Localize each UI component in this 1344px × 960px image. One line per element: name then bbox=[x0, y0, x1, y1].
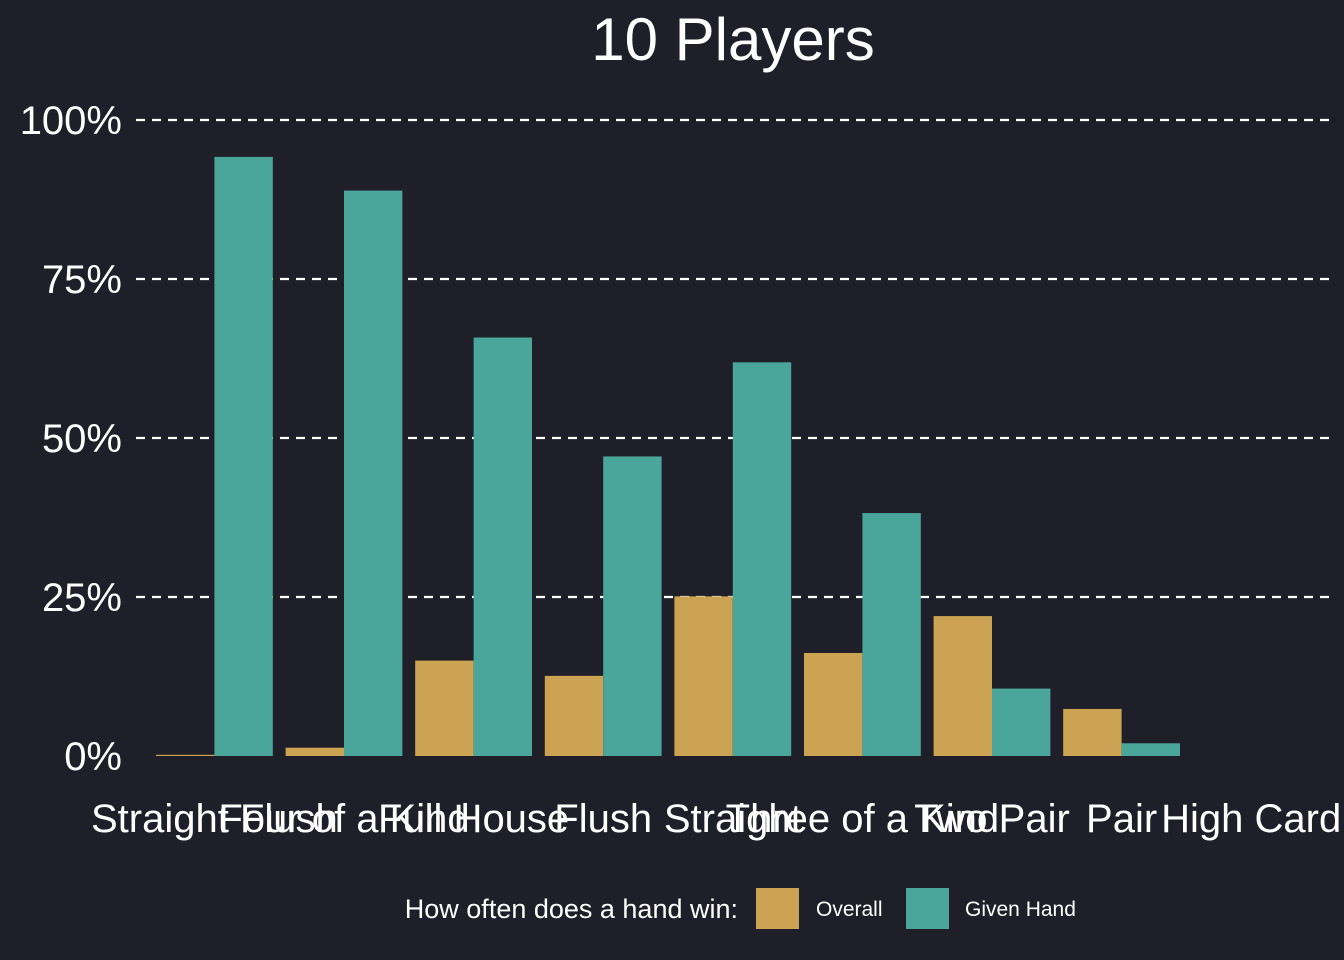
bar-overall bbox=[544, 675, 604, 756]
bar-overall bbox=[156, 754, 215, 756]
bar-overall bbox=[285, 747, 344, 756]
bar-given-hand bbox=[732, 362, 792, 756]
y-axis-tick-labels: 0% 25% 50% 75% 100% bbox=[20, 99, 122, 779]
chart-title: 10 Players bbox=[591, 6, 874, 73]
bar-given-hand bbox=[473, 337, 532, 756]
bar-overall bbox=[674, 596, 733, 756]
x-tick-label: Flush bbox=[554, 797, 652, 841]
bar-given-hand bbox=[862, 513, 921, 756]
x-tick-label: High Card bbox=[1161, 797, 1341, 841]
bar-given-hand bbox=[1121, 743, 1180, 756]
legend-swatch-overall bbox=[756, 888, 799, 929]
bar-given-hand bbox=[992, 688, 1051, 756]
bar-overall bbox=[415, 660, 474, 756]
legend-swatch-given-hand bbox=[906, 888, 949, 929]
y-tick-label: 100% bbox=[20, 99, 122, 143]
legend-label-overall: Overall bbox=[816, 898, 883, 921]
bar-overall bbox=[1063, 708, 1122, 756]
bar-overall bbox=[933, 616, 992, 756]
x-tick-label: Two Pair bbox=[914, 797, 1070, 841]
x-tick-label: Straight Flush bbox=[91, 797, 338, 841]
y-tick-label: 25% bbox=[42, 576, 122, 620]
bar-overall bbox=[804, 652, 863, 756]
x-tick-label: Full House bbox=[378, 797, 569, 841]
y-tick-label: 50% bbox=[42, 417, 122, 461]
legend: How often does a hand win: Overall Given… bbox=[405, 888, 1076, 929]
x-tick-label: Pair bbox=[1086, 797, 1157, 841]
legend-title: How often does a hand win: bbox=[405, 894, 738, 924]
bar-given-hand bbox=[214, 156, 273, 756]
x-tick-label: Three of a Kind bbox=[726, 797, 1000, 841]
x-tick-label: Straight bbox=[664, 797, 802, 841]
y-tick-label: 0% bbox=[64, 735, 122, 779]
legend-label-given-hand: Given Hand bbox=[965, 898, 1076, 921]
x-tick-label: Four of a Kind bbox=[218, 797, 469, 841]
bar-given-hand bbox=[344, 190, 403, 756]
bar-given-hand bbox=[603, 456, 662, 756]
bars bbox=[156, 156, 1180, 756]
y-tick-label: 75% bbox=[42, 258, 122, 302]
